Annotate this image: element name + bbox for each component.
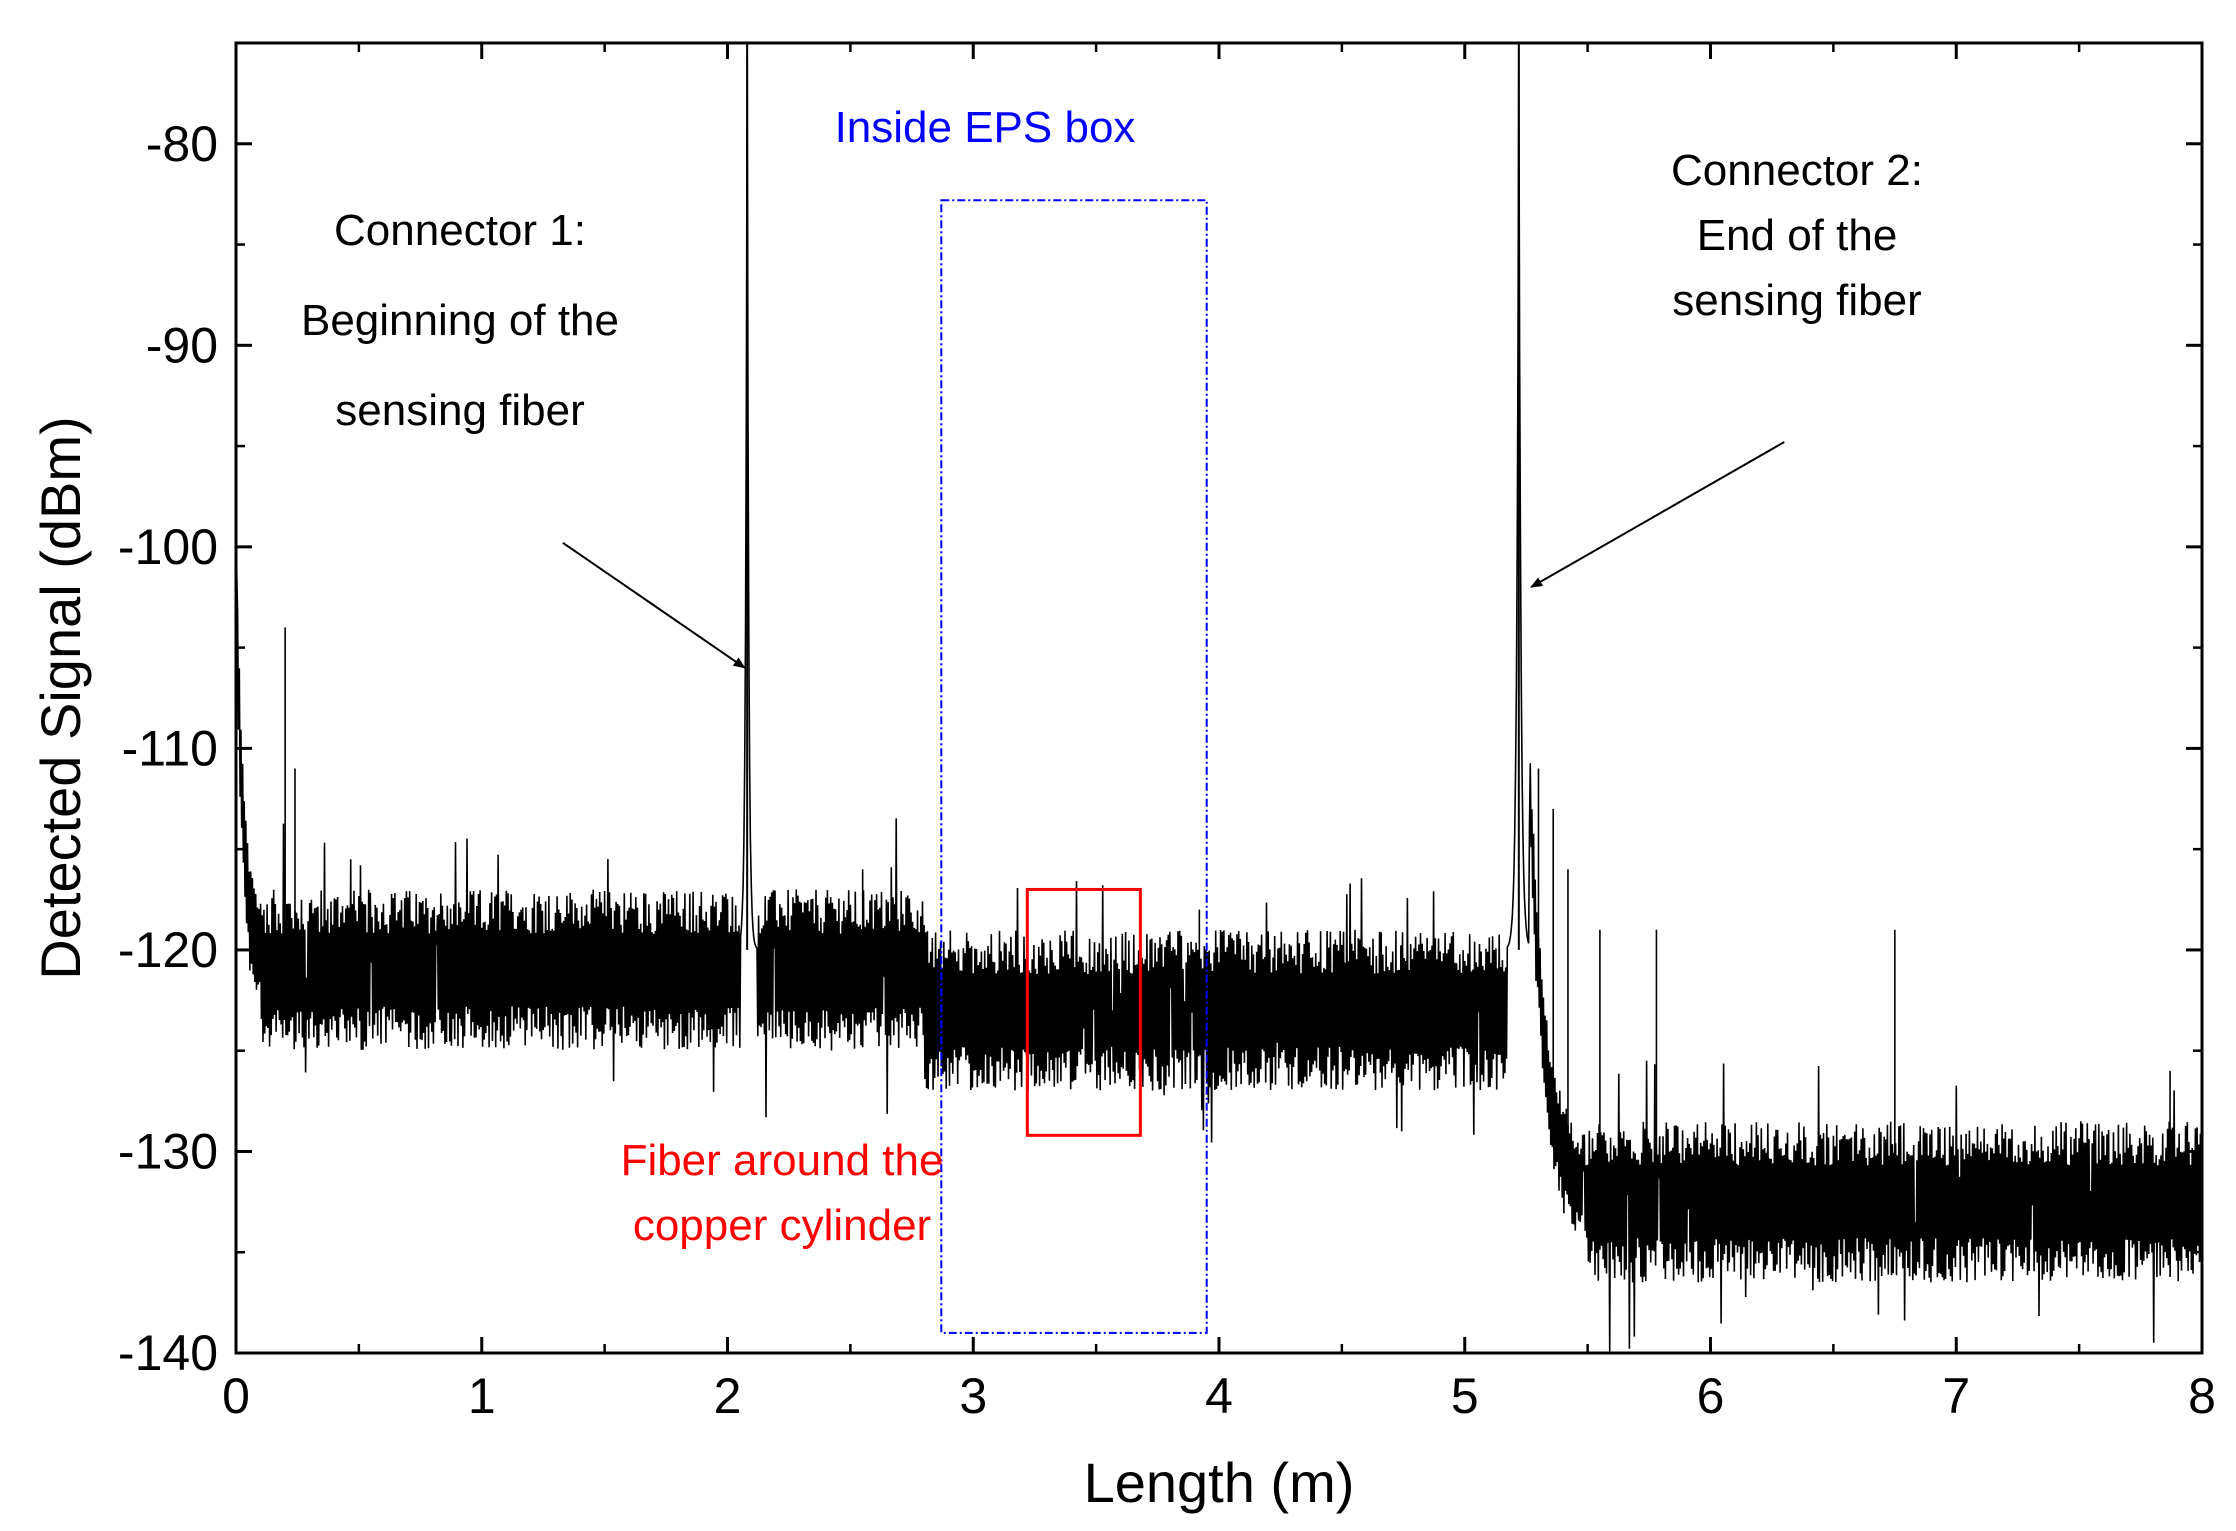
x-tick-label: 0 <box>222 1368 250 1424</box>
y-tick-label: -140 <box>118 1325 218 1381</box>
signal-trace <box>236 43 2202 1353</box>
eps-box-label-line-1: Inside EPS box <box>835 103 1136 152</box>
connector-1-label-line-2: Beginning of the <box>301 296 619 345</box>
ticks: 0 1 2 3 4 5 6 7 8 -140 -130 -120 -110 -100 -90 -80 <box>118 41 2216 1424</box>
y-tick-label: -120 <box>118 922 218 978</box>
y-tick-label: -100 <box>118 519 218 575</box>
y-tick-label: -90 <box>146 317 218 373</box>
x-tick-label: 3 <box>959 1368 987 1424</box>
x-tick-label: 6 <box>1697 1368 1725 1424</box>
y-axis-label: Detected Signal (dBm) <box>29 416 92 979</box>
x-tick-label: 4 <box>1205 1368 1233 1424</box>
copper-cylinder-label-line-2: copper cylinder <box>633 1201 931 1250</box>
connector-2-annotation: Connector 2: End of the sensing fiber <box>1530 146 1923 589</box>
signal-line <box>236 43 2202 1353</box>
x-tick-label: 5 <box>1451 1368 1479 1424</box>
connector-1-arrow <box>562 541 746 669</box>
eps-box-rect <box>940 199 1208 1334</box>
y-tick-label: -110 <box>122 720 218 776</box>
annotations: Connector 1: Beginning of the sensing fibe… <box>301 103 1923 1334</box>
copper-cylinder-label-line-1: Fiber around the <box>621 1136 944 1185</box>
connector-2-label-line-2: End of the <box>1697 211 1898 260</box>
connector-1-label-line-1: Connector 1: <box>334 206 586 255</box>
x-tick-label: 8 <box>2188 1368 2216 1424</box>
connector-2-label-line-3: sensing fiber <box>1672 276 1921 325</box>
copper-cylinder-annotation: Fiber around the copper cylinder <box>621 887 1142 1250</box>
connector-1-annotation: Connector 1: Beginning of the sensing fibe… <box>301 206 746 669</box>
copper-cylinder-rect <box>1025 887 1142 1137</box>
connector-2-label-line-1: Connector 2: <box>1671 146 1923 195</box>
y-tick-label: -130 <box>118 1123 218 1179</box>
eps-box-annotation: Inside EPS box <box>835 103 1208 1334</box>
x-tick-label: 7 <box>1942 1368 1970 1424</box>
y-tick-label: -80 <box>146 116 218 172</box>
x-tick-label: 2 <box>714 1368 742 1424</box>
connector-2-arrow <box>1530 441 1785 589</box>
connector-1-label-line-3: sensing fiber <box>335 386 584 435</box>
x-axis-label: Length (m) <box>1084 1451 1355 1514</box>
x-tick-label: 1 <box>468 1368 496 1424</box>
